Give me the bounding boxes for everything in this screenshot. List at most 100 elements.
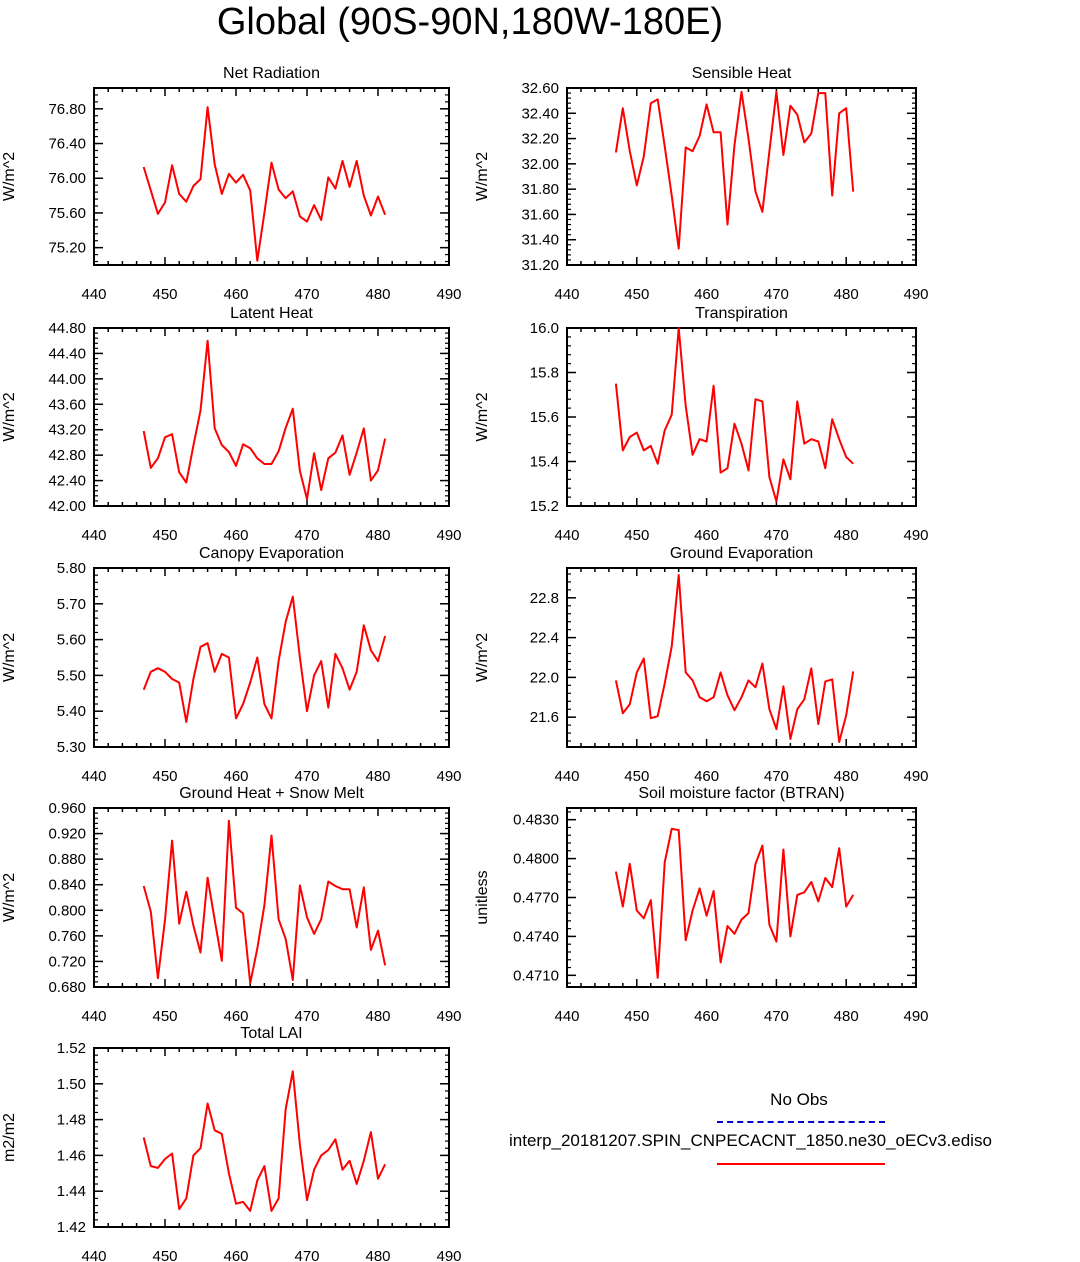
y-axis-label: W/m^2 xyxy=(474,392,491,441)
y-tick-label: 0.840 xyxy=(48,877,86,894)
y-tick-label: 0.4770 xyxy=(513,890,559,907)
y-tick-label: 31.60 xyxy=(521,206,559,223)
y-tick-label: 0.800 xyxy=(48,902,86,919)
x-tick-label: 440 xyxy=(81,286,106,303)
y-axis-label: m2/m2 xyxy=(1,1113,18,1162)
x-tick-label: 450 xyxy=(152,1248,177,1262)
plot-frame xyxy=(566,567,917,748)
x-tick-label: 450 xyxy=(152,286,177,303)
series-line xyxy=(614,827,855,979)
x-tick-label: 470 xyxy=(764,286,789,303)
y-tick-label: 0.4710 xyxy=(513,967,559,984)
x-tick-label: 450 xyxy=(624,286,649,303)
plot-frame xyxy=(93,327,450,507)
chart-panel-4: 440 450 460 470 480 490 15.2 15.4 15.6 15.8 16.0 Tr… xyxy=(474,305,929,544)
y-axis-label: W/m^2 xyxy=(1,152,18,201)
plot-frame xyxy=(93,807,450,988)
x-tick-label: 440 xyxy=(554,286,579,303)
y-tick-label: 5.50 xyxy=(57,667,86,684)
x-tick-label: 480 xyxy=(365,527,390,544)
y-tick-label: 1.48 xyxy=(57,1112,86,1129)
y-tick-label: 32.20 xyxy=(521,131,559,148)
x-tick-label: 460 xyxy=(223,1008,248,1025)
y-tick-label: 1.52 xyxy=(57,1040,86,1057)
x-tick-label: 450 xyxy=(624,527,649,544)
y-tick-label: 31.20 xyxy=(521,257,559,274)
y-axis-label: W/m^2 xyxy=(1,873,18,922)
x-tick-label: 460 xyxy=(223,768,248,785)
plot-frame xyxy=(93,1047,450,1228)
y-tick-label: 75.60 xyxy=(48,205,86,222)
chart-title: Net Radiation xyxy=(223,65,320,82)
x-tick-label: 440 xyxy=(81,1008,106,1025)
series-line xyxy=(142,106,387,262)
series-line xyxy=(142,819,387,985)
x-tick-label: 450 xyxy=(152,768,177,785)
x-tick-label: 480 xyxy=(834,286,859,303)
y-tick-label: 1.50 xyxy=(57,1076,86,1093)
plot-frame xyxy=(566,807,917,988)
series-line xyxy=(614,90,855,250)
y-tick-label: 5.70 xyxy=(57,596,86,613)
y-axis-label: unitless xyxy=(474,870,491,924)
y-tick-label: 22.0 xyxy=(530,669,559,686)
plot-frame xyxy=(93,567,450,748)
y-tick-label: 0.4740 xyxy=(513,928,559,945)
y-tick-label: 31.40 xyxy=(521,232,559,249)
x-tick-label: 490 xyxy=(903,527,928,544)
chart-title: Sensible Heat xyxy=(692,65,792,82)
x-tick-label: 460 xyxy=(223,286,248,303)
page-title: Global (90S-90N,180W-180E) xyxy=(216,1,724,43)
chart-title: Canopy Evaporation xyxy=(199,545,344,562)
y-tick-label: 44.40 xyxy=(48,345,86,362)
y-tick-label: 15.8 xyxy=(530,365,559,382)
y-tick-label: 1.46 xyxy=(57,1147,86,1164)
x-tick-label: 470 xyxy=(294,527,319,544)
y-tick-label: 0.4830 xyxy=(513,812,559,829)
x-tick-label: 490 xyxy=(436,1008,461,1025)
chart-panel-6: 440 450 460 470 480 490 21.6 22.0 22.4 22.8 Ground… xyxy=(474,545,929,785)
chart-panel-1: 440 450 460 470 480 490 75.20 75.60 76.00 76.40 76… xyxy=(1,65,462,303)
x-tick-label: 480 xyxy=(834,1008,859,1025)
y-tick-label: 76.80 xyxy=(48,101,86,118)
plot-frame xyxy=(93,87,450,266)
y-tick-label: 31.80 xyxy=(521,181,559,198)
y-tick-label: 44.80 xyxy=(48,320,86,337)
y-tick-label: 5.80 xyxy=(57,560,86,577)
y-tick-label: 15.6 xyxy=(530,409,559,426)
y-tick-label: 15.2 xyxy=(530,498,559,515)
x-tick-label: 490 xyxy=(903,768,928,785)
x-tick-label: 470 xyxy=(294,286,319,303)
chart-panel-2: 440 450 460 470 480 490 31.20 31.40 31.60 31.80 32… xyxy=(474,65,929,303)
x-tick-label: 460 xyxy=(694,527,719,544)
y-tick-label: 1.44 xyxy=(57,1183,86,1200)
y-tick-label: 0.4800 xyxy=(513,851,559,868)
x-tick-label: 470 xyxy=(764,768,789,785)
y-tick-label: 42.40 xyxy=(48,473,86,490)
x-tick-label: 490 xyxy=(903,286,928,303)
series-line xyxy=(142,595,387,723)
y-tick-label: 0.680 xyxy=(48,979,86,996)
chart-title: Soil moisture factor (BTRAN) xyxy=(638,785,844,802)
x-tick-label: 450 xyxy=(152,1008,177,1025)
series-line xyxy=(614,574,855,743)
x-tick-label: 460 xyxy=(694,1008,719,1025)
x-tick-label: 440 xyxy=(554,527,579,544)
x-tick-label: 460 xyxy=(694,768,719,785)
y-tick-label: 0.720 xyxy=(48,953,86,970)
series-line xyxy=(614,327,854,503)
y-tick-label: 0.960 xyxy=(48,800,86,817)
y-tick-label: 75.20 xyxy=(48,240,86,257)
chart-panel-3: 440 450 460 470 480 490 42.00 42.40 42.80 43.20 43… xyxy=(1,305,462,544)
x-tick-label: 440 xyxy=(81,527,106,544)
plot-frame xyxy=(566,87,917,266)
y-tick-label: 0.920 xyxy=(48,826,86,843)
y-tick-label: 32.40 xyxy=(521,105,559,122)
x-tick-label: 490 xyxy=(436,286,461,303)
y-tick-label: 76.40 xyxy=(48,136,86,153)
x-tick-label: 450 xyxy=(624,768,649,785)
y-axis-label: W/m^2 xyxy=(474,152,491,201)
y-tick-label: 5.40 xyxy=(57,703,86,720)
y-axis-label: W/m^2 xyxy=(474,633,491,682)
